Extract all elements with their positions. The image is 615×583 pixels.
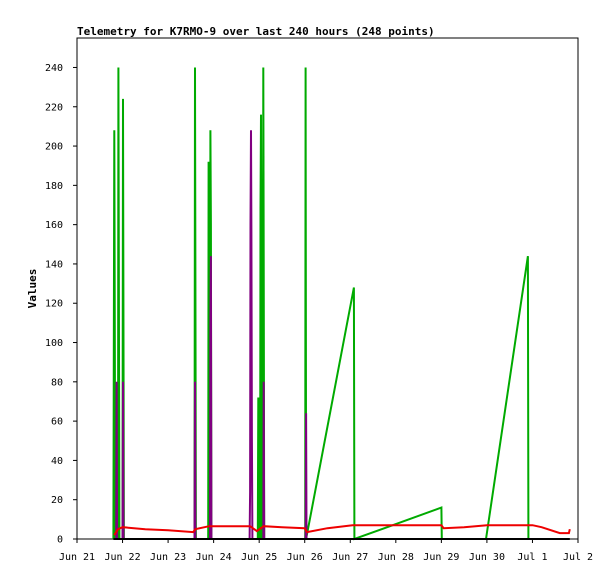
y-axis-ticks: 0 20 40 60 80 100 120 140 160 180 200 220 240 (45, 63, 77, 546)
x-tick-label: Jun 28 (378, 552, 414, 563)
x-tick-label: Jun 30 (469, 552, 505, 563)
x-tick-label: Jun 23 (150, 552, 186, 563)
y-tick-label: 60 (51, 417, 63, 428)
x-axis-ticks: Jun 21 Jun 22 Jun 23 Jun 24 Jun 25 Jun 26 Jun … (59, 539, 593, 563)
y-tick-label: 240 (45, 63, 63, 74)
y-tick-label: 100 (45, 338, 63, 349)
y-tick-label: 200 (45, 142, 63, 153)
y-tick-label: 0 (57, 535, 63, 546)
y-tick-label: 80 (51, 377, 63, 388)
x-tick-label: Jun 25 (241, 552, 277, 563)
series-line-0 (112, 67, 530, 541)
y-tick-label: 40 (51, 456, 63, 467)
x-tick-label: Jul 2 (563, 552, 593, 563)
x-tick-label: Jun 22 (104, 552, 140, 563)
chart-title: Telemetry for K7RMO-9 over last 240 hour… (77, 25, 435, 38)
y-tick-label: 20 (51, 495, 63, 506)
y-tick-label: 120 (45, 299, 63, 310)
x-tick-label: Jun 27 (332, 552, 368, 563)
x-tick-label: Jun 24 (196, 552, 232, 563)
y-tick-label: 160 (45, 220, 63, 231)
y-tick-label: 180 (45, 181, 63, 192)
y-tick-label: 140 (45, 259, 63, 270)
y-axis-label: Values (26, 269, 39, 309)
x-tick-label: Jul 1 (517, 552, 547, 563)
x-tick-label: Jun 29 (423, 552, 459, 563)
series-group (112, 67, 571, 541)
y-tick-label: 220 (45, 102, 63, 113)
x-tick-label: Jun 26 (287, 552, 323, 563)
x-tick-label: Jun 21 (59, 552, 95, 563)
series-line-2 (113, 524, 571, 536)
plot-frame (76, 37, 579, 540)
